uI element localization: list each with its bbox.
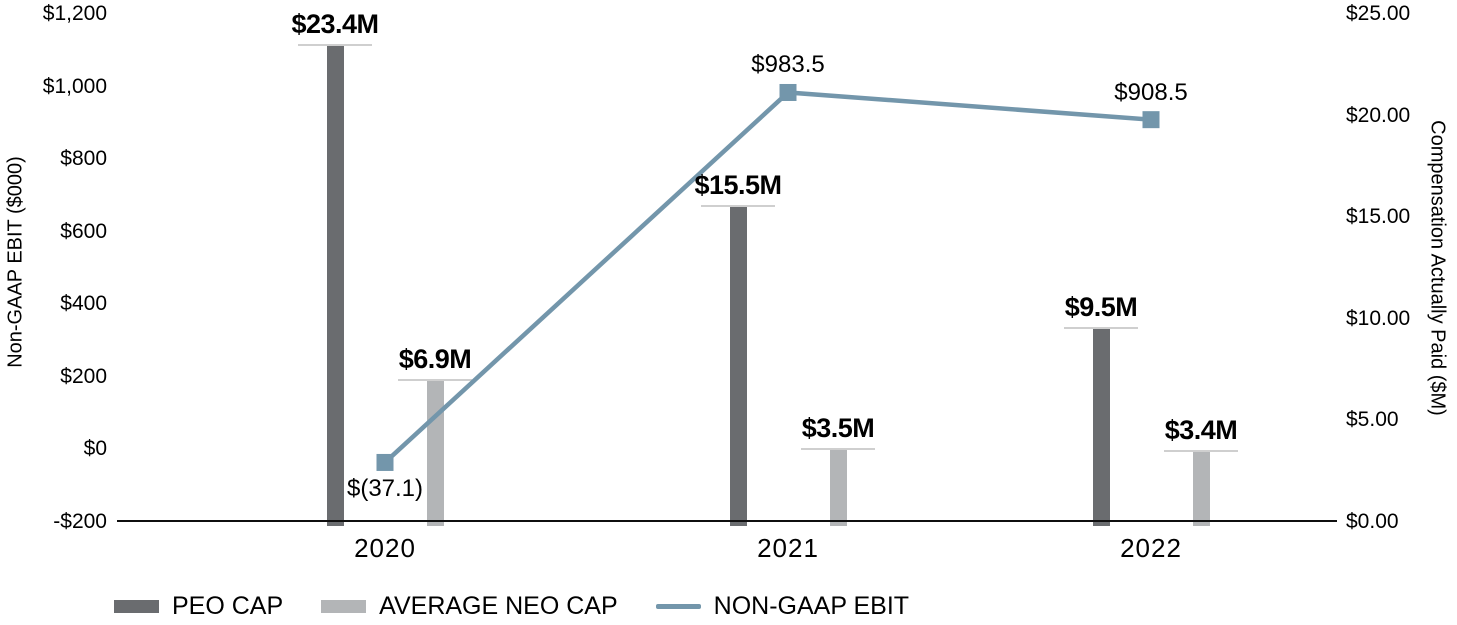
bar-value-label: $23.4M xyxy=(291,9,379,40)
average-neo-cap-swatch-icon xyxy=(321,600,367,613)
left-axis-tick-label: $600 xyxy=(60,219,107,243)
bar-average-neo-cap-2021 xyxy=(829,450,847,526)
bar-value-label: $3.5M xyxy=(801,413,875,444)
legend: PEO CAP AVERAGE NEO CAP NON-GAAP EBIT xyxy=(114,592,909,621)
bar-peo-cap-2022 xyxy=(1092,328,1110,526)
left-axis-title: Non-GAAP EBIT ($000) xyxy=(4,156,27,368)
non-gaap-ebit-marker-2020 xyxy=(376,453,394,471)
bar-label-underline xyxy=(1164,450,1238,453)
non-gaap-ebit-marker-2021 xyxy=(779,83,797,101)
bar-average-neo-cap-2020 xyxy=(426,381,444,526)
left-axis-tick-label: $1,000 xyxy=(42,74,107,98)
left-axis-tick-label: $400 xyxy=(60,292,107,315)
line-value-label: $983.5 xyxy=(751,51,825,79)
bar-value-label: $3.4M xyxy=(1164,415,1238,446)
left-axis-tick-label: $200 xyxy=(60,364,107,388)
right-axis-title: Compensation Actually Paid ($M) xyxy=(1426,120,1449,416)
peo-cap-swatch-icon xyxy=(114,600,159,613)
bar-label-underline xyxy=(298,44,372,47)
bar-label-underline xyxy=(701,204,775,207)
non-gaap-ebit-marker-2022 xyxy=(1142,111,1160,129)
legend-label: AVERAGE NEO CAP xyxy=(379,592,618,620)
x-axis-label-2022: 2022 xyxy=(1120,533,1182,563)
bar-label-underline xyxy=(801,448,875,451)
non-gaap-ebit-line xyxy=(383,90,1152,465)
right-axis-tick-label: $15.00 xyxy=(1346,205,1411,228)
left-axis-tick-label: $1,200 xyxy=(42,2,107,25)
bar-value-label: $6.9M xyxy=(398,344,472,375)
legend-item-peo-cap: PEO CAP xyxy=(114,592,283,621)
right-axis-tick-label: $0.00 xyxy=(1346,509,1399,533)
x-axis-line xyxy=(117,520,1337,522)
left-axis-tick-label: -$200 xyxy=(53,509,107,533)
right-axis-tick-label: $20.00 xyxy=(1346,103,1411,127)
bar-label-underline xyxy=(1064,326,1138,329)
right-axis-tick-label: $10.00 xyxy=(1346,306,1411,330)
bar-peo-cap-2020 xyxy=(326,46,344,526)
right-axis-tick-label: $5.00 xyxy=(1346,408,1399,431)
bar-value-label: $15.5M xyxy=(694,169,782,200)
bar-label-underline xyxy=(398,379,472,382)
non-gaap-ebit-line-swatch-icon xyxy=(655,604,701,609)
line-value-label: $(37.1) xyxy=(346,475,424,503)
bar-average-neo-cap-2022 xyxy=(1192,452,1210,526)
x-axis-label-2021: 2021 xyxy=(757,533,819,563)
right-axis-tick-label: $25.00 xyxy=(1346,2,1411,25)
legend-label: PEO CAP xyxy=(172,592,284,620)
bar-peo-cap-2021 xyxy=(729,206,747,526)
bar-value-label: $9.5M xyxy=(1064,291,1138,322)
left-axis-tick-label: $800 xyxy=(60,147,107,170)
x-axis-label-2020: 2020 xyxy=(354,533,416,563)
legend-label: NON-GAAP EBIT xyxy=(713,592,910,620)
legend-item-average-neo-cap: AVERAGE NEO CAP xyxy=(321,592,618,621)
legend-item-non-gaap-ebit: NON-GAAP EBIT xyxy=(655,592,910,621)
left-axis-tick-label: $0 xyxy=(83,437,107,460)
line-value-label: $908.5 xyxy=(1114,78,1188,106)
